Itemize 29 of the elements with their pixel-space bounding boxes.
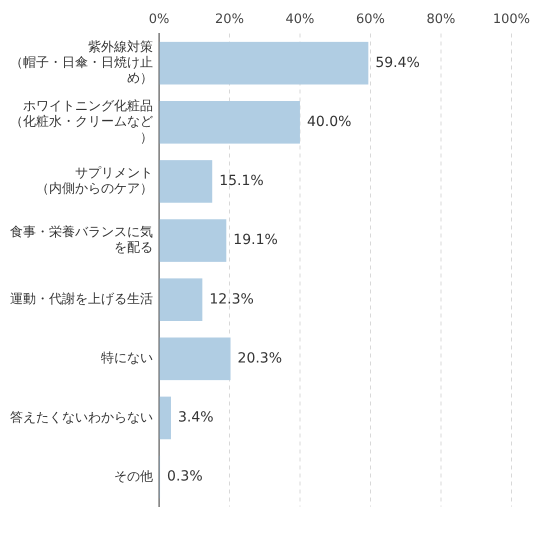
y-tick-label: ホワイトニング化粧品（化粧水・クリームなど） xyxy=(10,99,153,146)
y-tick-label: 食事・栄養バランスに気を配る xyxy=(10,225,153,256)
bar xyxy=(160,219,226,262)
x-tick-label: 100% xyxy=(492,12,530,28)
x-tick-label: 20% xyxy=(215,12,244,28)
y-tick-label: 紫外線対策（帽子・日傘・日焼け止め） xyxy=(10,38,153,86)
y-tick-label: 特にない xyxy=(101,351,153,366)
y-tick-label: 運動・代謝を上げる生活 xyxy=(10,292,153,308)
x-tick-label: 60% xyxy=(356,12,385,28)
data-label: 12.3% xyxy=(209,291,254,308)
data-label: 3.4% xyxy=(178,410,214,426)
data-label: 0.3% xyxy=(167,468,203,485)
bar xyxy=(160,396,171,440)
data-label: 59.4% xyxy=(375,54,420,71)
data-label: 19.1% xyxy=(233,232,278,248)
data-label: 20.3% xyxy=(238,350,282,366)
y-tick-label: その他 xyxy=(114,469,153,484)
data-label: 40.0% xyxy=(306,114,352,130)
bar xyxy=(160,160,212,203)
bar xyxy=(160,42,368,84)
bar xyxy=(160,101,300,144)
y-tick-label: 答えたくないわからない xyxy=(10,410,153,426)
data-label: 15.1% xyxy=(219,173,264,190)
bar xyxy=(160,278,202,321)
y-tick-label: サプリメント（内側からのケア） xyxy=(36,166,153,197)
bar xyxy=(160,338,231,380)
x-tick-label: 40% xyxy=(286,12,314,28)
x-tick-label: 0% xyxy=(148,12,170,28)
x-tick-label: 80% xyxy=(426,12,456,28)
